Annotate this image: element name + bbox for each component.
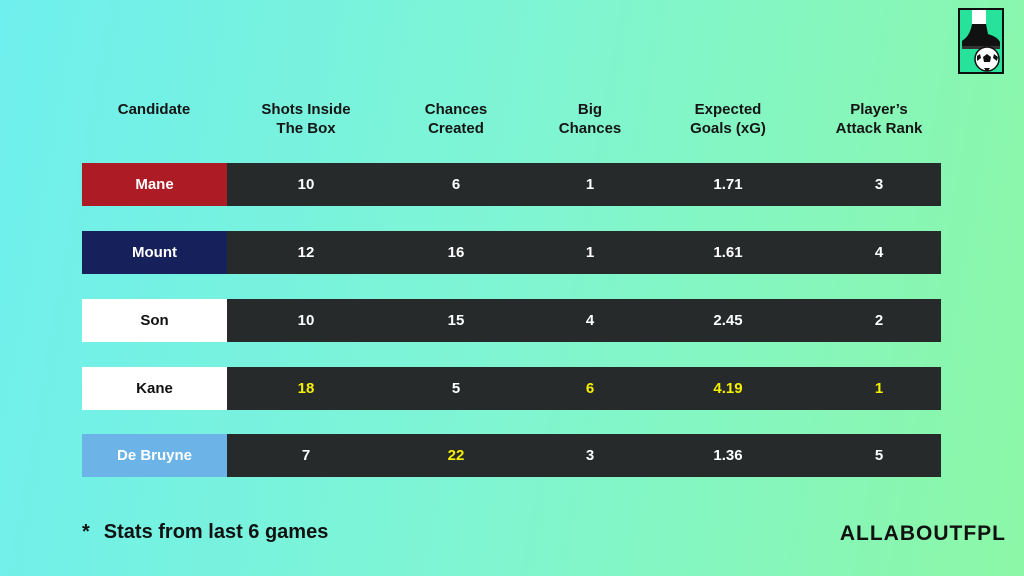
stat-cell-attack_rank: 2 [874,312,884,329]
column-header-line: Expected [694,101,762,118]
column-header-line: Attack Rank [835,120,923,137]
stat-cell-chances_created: 16 [447,244,465,261]
footnote-star: * [82,521,90,543]
stat-cell-expected_goals: 1.36 [713,447,743,464]
column-header-shots_inside_box: Shots Inside The Box [236,100,376,138]
stat-cell-attack_rank: 3 [874,176,884,193]
column-header-candidate: Candidate [84,100,224,119]
stat-cell-big_chances: 4 [585,312,595,329]
stat-cell-chances_created: 5 [451,380,461,397]
stat-cell-big_chances: 1 [585,244,595,261]
footnote: * Stats from last 6 games [82,518,328,546]
table-header: Candidate Shots Inside The Box Chances Creat… [82,100,942,140]
table-row: Kane 18 5 6 4.19 1 [82,367,941,410]
stat-cell-chances_created: 15 [447,312,465,329]
stat-cell-expected_goals: 1.71 [713,176,743,193]
stat-cell-big_chances: 3 [585,447,595,464]
stat-cell-shots_inside_box: 10 [297,176,315,193]
stat-cell-attack_rank: 4 [874,244,884,261]
brand-logo-text: ALLABOUTFPL [839,522,1006,545]
stat-values: 10 6 1 1.71 3 [227,163,941,206]
table-row: De Bruyne 7 22 3 1.36 5 [82,434,941,477]
table-row: Mount 12 16 1 1.61 4 [82,231,941,274]
stat-cell-chances_created: 6 [451,176,461,193]
column-header-line: Chances [558,120,622,137]
stat-cell-expected_goals: 2.45 [713,312,743,329]
column-header-line: Chances [424,101,488,118]
stat-cell-expected_goals: 4.19 [713,380,743,397]
column-header-big_chances: Big Chances [520,100,660,138]
footnote-text: Stats from last 6 games [103,521,329,543]
logo [958,8,1004,74]
stat-cell-chances_created: 22 [447,447,465,464]
column-header-expected_goals: Expected Goals (xG) [658,100,798,138]
column-header-line: Goals (xG) [690,120,766,137]
column-header-line: Candidate [117,101,191,118]
stat-cell-big_chances: 6 [585,380,595,397]
stat-cell-shots_inside_box: 7 [301,447,311,464]
column-header-chances_created: Chances Created [386,100,526,138]
stat-values: 12 16 1 1.61 4 [227,231,941,274]
stat-values: 7 22 3 1.36 5 [227,434,941,477]
candidate-name: Son [82,299,227,342]
stat-values: 10 15 4 2.45 2 [227,299,941,342]
table-row: Mane 10 6 1 1.71 3 [82,163,941,206]
stat-cell-expected_goals: 1.61 [713,244,743,261]
stat-cell-big_chances: 1 [585,176,595,193]
stat-cell-shots_inside_box: 18 [297,380,315,397]
boot-and-football-icon [960,10,1002,72]
column-header-line: Shots Inside [261,101,351,118]
stat-cell-shots_inside_box: 10 [297,312,315,329]
stat-cell-attack_rank: 5 [874,447,884,464]
column-header-line: Created [428,120,484,137]
stat-cell-attack_rank: 1 [874,380,884,397]
candidate-name: De Bruyne [82,434,227,477]
candidate-name: Mane [82,163,227,206]
column-header-line: Big [577,101,603,118]
candidate-name: Mount [82,231,227,274]
column-header-line: The Box [276,120,336,137]
column-header-attack_rank: Player’s Attack Rank [809,100,949,138]
table-row: Son 10 15 4 2.45 2 [82,299,941,342]
column-header-line: Player’s [850,101,908,118]
candidate-name: Kane [82,367,227,410]
stat-values: 18 5 6 4.19 1 [227,367,941,410]
stat-cell-shots_inside_box: 12 [297,244,315,261]
